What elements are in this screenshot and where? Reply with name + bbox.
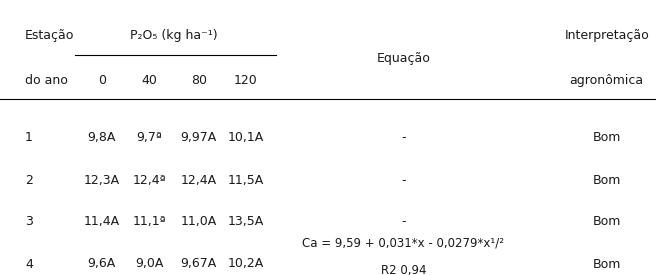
Text: -: - [401,215,405,228]
Text: 12,3A: 12,3A [83,174,120,187]
Text: 11,0A: 11,0A [180,215,217,228]
Text: 40: 40 [142,74,157,87]
Text: 11,4A: 11,4A [83,215,120,228]
Text: 9,6A: 9,6A [87,257,116,271]
Text: 2: 2 [25,174,33,187]
Text: -: - [401,131,405,144]
Text: 120: 120 [234,74,258,87]
Text: do ano: do ano [25,74,68,87]
Text: 80: 80 [191,74,207,87]
Text: 1: 1 [25,131,33,144]
Text: R2 0,94: R2 0,94 [380,264,426,275]
Text: Equação: Equação [377,52,430,65]
Text: Estação: Estação [25,29,74,42]
Text: Interpretação: Interpretação [564,29,649,42]
Text: agronômica: agronômica [570,74,644,87]
Text: Bom: Bom [592,174,621,187]
Text: Bom: Bom [592,215,621,228]
Text: 3: 3 [25,215,33,228]
Text: 10,2A: 10,2A [228,257,264,271]
Text: 9,0A: 9,0A [135,257,164,271]
Text: 9,8A: 9,8A [87,131,116,144]
Text: 4: 4 [25,257,33,271]
Text: 12,4ª: 12,4ª [133,174,167,187]
Text: -: - [401,174,405,187]
Text: 11,1ª: 11,1ª [133,215,167,228]
Text: 9,67A: 9,67A [180,257,217,271]
Text: 12,4A: 12,4A [180,174,217,187]
Text: P₂O₅ (kg ha⁻¹): P₂O₅ (kg ha⁻¹) [130,29,218,42]
Text: 11,5A: 11,5A [228,174,264,187]
Text: 9,7ª: 9,7ª [136,131,163,144]
Text: 0: 0 [98,74,106,87]
Text: Bom: Bom [592,131,621,144]
Text: Ca = 9,59 + 0,031*x - 0,0279*x¹/²: Ca = 9,59 + 0,031*x - 0,0279*x¹/² [302,237,504,250]
Text: 9,97A: 9,97A [180,131,217,144]
Text: 13,5A: 13,5A [228,215,264,228]
Text: 10,1A: 10,1A [228,131,264,144]
Text: Bom: Bom [592,257,621,271]
